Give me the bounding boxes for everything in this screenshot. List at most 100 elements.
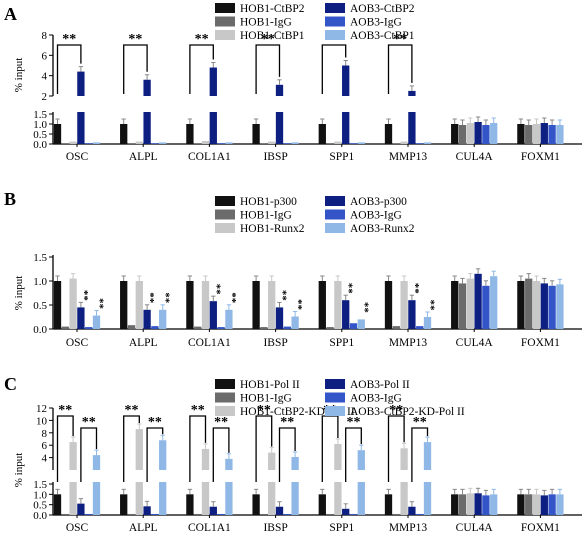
panel-a-bar-upper <box>143 79 151 96</box>
panel-b-bar <box>201 281 210 329</box>
panel-c-bar <box>159 482 167 515</box>
panel-c-significance-label: ** <box>58 403 72 418</box>
panel-a-bar <box>540 123 548 144</box>
panel-c-significance-bracket <box>123 415 140 482</box>
panel-b-bar <box>466 278 474 329</box>
panel-a-bar <box>283 143 291 144</box>
panel-c-bar <box>400 482 408 515</box>
panel-c-bar-upper <box>225 458 233 470</box>
panel-c-category-label: IBSP <box>263 522 287 534</box>
panel-a-ytick-upper-label: 6 <box>42 50 48 62</box>
panel-a-bar <box>392 143 400 144</box>
panel-c-significance-bracket <box>411 427 429 482</box>
panel-a-legend-label: AOB3-CtBP2 <box>350 3 415 15</box>
panel-b-legend-label: HOB1-IgG <box>240 210 292 222</box>
panel-a-significance-label: ** <box>128 32 142 47</box>
panel-b-legend-swatch <box>325 196 345 206</box>
panel-c-bar <box>408 506 416 515</box>
panel-a-significance-label: ** <box>261 32 275 47</box>
panel-c-significance-label: ** <box>413 415 427 430</box>
panel-c-category-label: COL1A1 <box>188 522 231 534</box>
panel-a-bar <box>384 124 393 144</box>
panel-c-significance-bracket <box>345 427 362 482</box>
panel-a-bar <box>334 141 342 144</box>
panel-b-bar <box>525 278 533 329</box>
panel-a-legend-label: HOB1-CtBP2 <box>240 3 305 15</box>
panel-a-category-label: OSC <box>66 151 89 163</box>
panel-c-ytick-label: 1.5 <box>33 479 47 491</box>
panel-b-significance-label: ** <box>425 300 437 312</box>
panel-b-bar <box>135 281 143 329</box>
panel-c-bar-upper <box>357 450 365 470</box>
panel-c-legend-swatch <box>325 406 345 416</box>
panel-a-bar <box>260 143 268 144</box>
panel-a-bar-upper <box>408 90 416 96</box>
panel-b-bar <box>474 273 482 329</box>
panel-c-bar-upper <box>268 452 276 470</box>
panel-c-bar <box>92 482 101 515</box>
panel-c-bar <box>326 513 334 515</box>
panel-a-bar <box>291 142 299 144</box>
panel-c-category-label: CUL4A <box>456 522 494 534</box>
panel-b-bar <box>92 315 101 329</box>
panel-c-significance-bracket <box>56 415 74 482</box>
panel-c-bar <box>120 494 128 515</box>
panel-c-bar <box>466 493 474 515</box>
panel-c-bar <box>268 482 276 515</box>
panel-a-ytick-upper-label: 2 <box>42 91 48 103</box>
panel-b-bar <box>548 285 556 329</box>
panel-a-bar <box>135 141 143 144</box>
panel-c-significance-bracket <box>189 415 207 482</box>
panel-b-bar <box>186 281 194 329</box>
panel-b-bar <box>283 326 291 329</box>
panel-a-bar-upper <box>77 71 85 96</box>
panel-b-ytick-label: 0.5 <box>33 300 47 312</box>
panel-c-bar <box>186 494 194 515</box>
panel-b-legend-swatch <box>325 209 345 220</box>
panel-c-bar <box>482 495 490 515</box>
panel-c-significance-label: ** <box>82 415 96 430</box>
panel-c-legend-swatch <box>215 392 235 403</box>
panel-c-bar <box>201 482 210 515</box>
panel-c-bar <box>209 506 217 515</box>
panel-c-category-label: OSC <box>66 522 89 534</box>
panel-c-bar <box>135 482 143 515</box>
panel-b-legend-swatch <box>215 223 235 233</box>
panel-c-bar <box>423 482 432 515</box>
panel-b-bar <box>120 281 128 329</box>
panel-a-bar <box>252 124 260 144</box>
panel-a-ytick-label: 1.0 <box>33 119 47 131</box>
panel-c-bar <box>517 494 525 515</box>
panel-b-bar <box>194 326 202 329</box>
panel-a-legend-swatch <box>325 3 345 13</box>
panel-b-bar <box>400 281 408 329</box>
panel-a-legend-label: AOB3-IgG <box>350 17 402 29</box>
panel-b-category-label: OSC <box>66 337 89 349</box>
panel-b-bar <box>143 309 151 329</box>
panel-c-bar <box>260 513 268 515</box>
panel-c-bar <box>556 494 564 515</box>
panel-a-bar-upper <box>342 65 350 96</box>
panel-a-category-label: ALPL <box>129 151 158 163</box>
panel-b-category-label: FOXM1 <box>521 337 560 349</box>
panel-b-bar <box>357 319 365 329</box>
panel-a-legend-label: HOB1-IgG <box>240 17 292 29</box>
panel-c-bar <box>85 513 93 515</box>
panel-b-bar <box>451 281 459 329</box>
panel-b-significance-label: ** <box>78 290 90 302</box>
panel-a-legend-swatch <box>215 30 235 40</box>
panel-c-bar <box>384 494 393 515</box>
panel-a-ytick-label: 1.5 <box>33 109 47 121</box>
panel-b-bar <box>291 316 299 329</box>
panel-c-bar <box>458 494 467 515</box>
panel-a-ytick-upper-label: 4 <box>42 71 48 83</box>
panel-c-bar <box>61 513 69 515</box>
panel-a-significance-bracket <box>321 44 347 94</box>
panel-c-category-label: FOXM1 <box>521 522 560 534</box>
panel-a-category-label: IBSP <box>263 151 287 163</box>
panel-a-category-label: FOXM1 <box>521 151 560 163</box>
panel-a-bar <box>517 124 525 144</box>
panel-b-significance-label: ** <box>277 290 289 302</box>
panel-a-bar <box>268 141 276 144</box>
panel-b-legend-label: HOB1-Runx2 <box>240 223 305 235</box>
